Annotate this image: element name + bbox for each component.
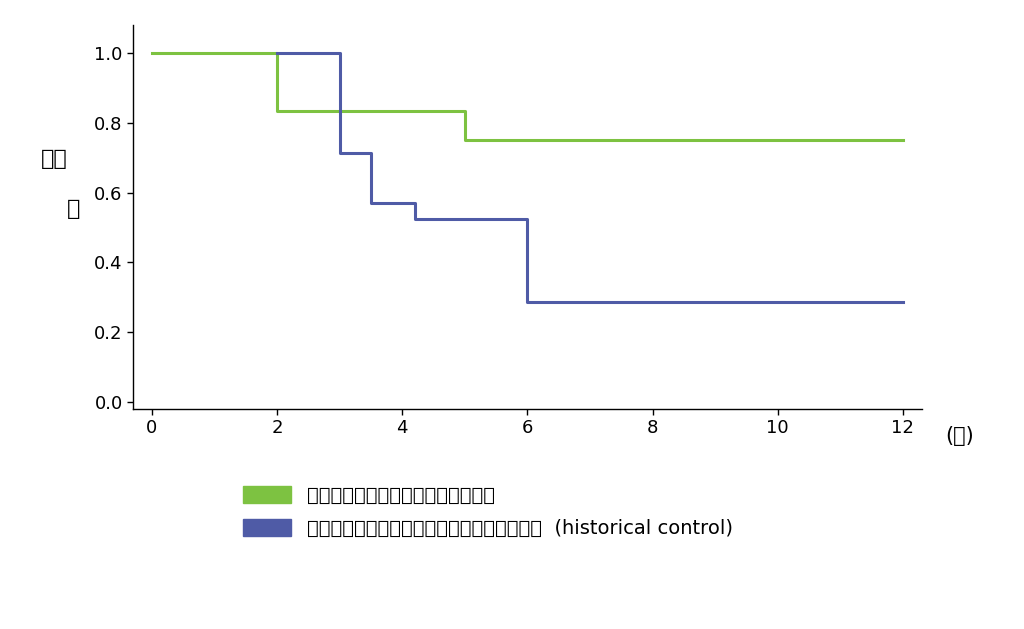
Text: 率: 率 (68, 199, 81, 220)
Legend: ３剤併用免疫抑制治療をされた症例, 従来どおり病状に応じて治療を強化した症例  (historical control): ３剤併用免疫抑制治療をされた症例, 従来どおり病状に応じて治療を強化した症例 (… (236, 478, 740, 546)
Text: (月): (月) (945, 426, 974, 446)
Text: 生存: 生存 (41, 150, 68, 169)
